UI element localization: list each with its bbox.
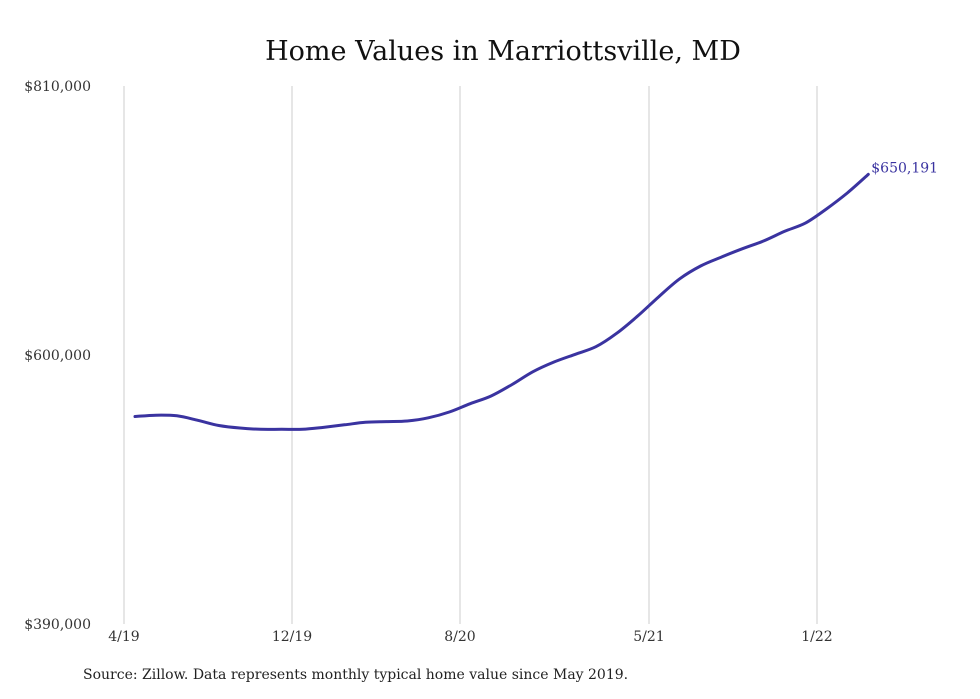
y-tick-label: $810,000: [24, 79, 91, 95]
source-note: Source: Zillow. Data represents monthly …: [83, 667, 629, 683]
chart-title: Home Values in Marriottsville, MD: [265, 36, 741, 67]
x-tick-label: 4/19: [108, 629, 139, 645]
y-axis-ticks: $810,000 $600,000 $390,000: [24, 79, 91, 633]
x-axis-ticks: 4/19 12/19 8/20 5/21 1/22: [108, 629, 832, 645]
x-tick-label: 5/21: [633, 629, 664, 645]
data-labels: $650,191: [871, 160, 938, 176]
x-tick-label: 12/19: [272, 629, 312, 645]
y-tick-label: $390,000: [24, 617, 91, 633]
gridlines: [123, 86, 818, 624]
x-tick-label: 8/20: [444, 629, 475, 645]
end-value-label: $650,191: [871, 160, 938, 176]
series-line: [133, 172, 870, 431]
y-tick-label: $600,000: [24, 348, 91, 364]
x-tick-label: 1/22: [801, 629, 832, 645]
series-layer: [133, 172, 870, 431]
